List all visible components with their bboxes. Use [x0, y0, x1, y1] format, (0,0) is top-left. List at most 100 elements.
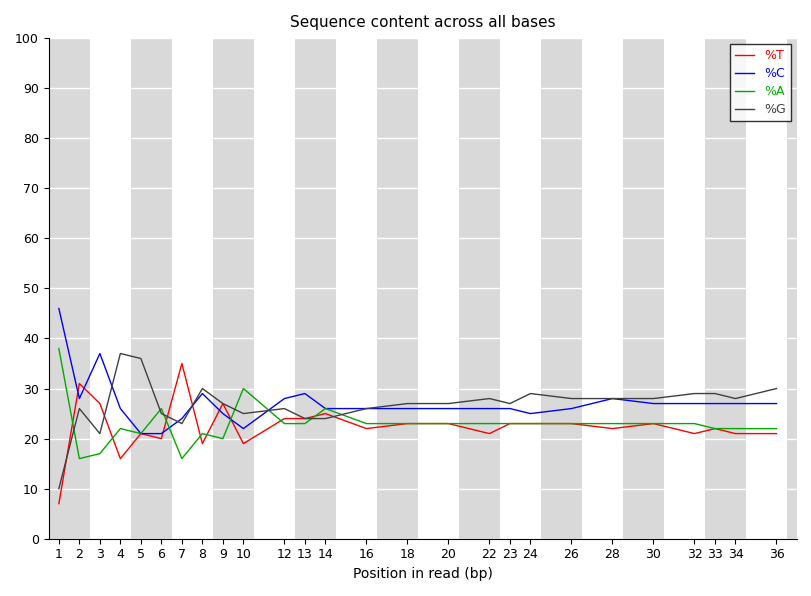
- %C: [135, 430, 145, 437]
- %T: [770, 430, 780, 437]
- %T: [443, 420, 453, 427]
- %A: [402, 420, 412, 427]
- Bar: [253, 38, 294, 539]
- %G: [361, 405, 371, 412]
- %A: [197, 430, 207, 437]
- %T: [299, 415, 309, 422]
- Bar: [417, 38, 458, 539]
- Bar: [49, 38, 89, 539]
- %C: [279, 395, 289, 402]
- %G: [54, 485, 63, 492]
- Line: %C: %C: [58, 309, 775, 434]
- %A: [504, 420, 514, 427]
- %T: [648, 420, 658, 427]
- %G: [402, 400, 412, 407]
- %G: [238, 410, 248, 417]
- %T: [115, 455, 125, 462]
- %T: [75, 380, 84, 387]
- %A: [443, 420, 453, 427]
- %A: [115, 425, 125, 432]
- %G: [135, 355, 145, 362]
- Bar: [540, 38, 581, 539]
- %C: [710, 400, 719, 407]
- %A: [217, 435, 227, 442]
- %G: [689, 390, 698, 397]
- %A: [238, 385, 248, 392]
- %T: [95, 400, 105, 407]
- %C: [197, 390, 207, 397]
- %A: [361, 420, 371, 427]
- %C: [402, 405, 412, 412]
- Bar: [131, 38, 171, 539]
- %A: [648, 420, 658, 427]
- %G: [197, 385, 207, 392]
- Bar: [622, 38, 663, 539]
- %T: [607, 425, 616, 432]
- Title: Sequence content across all bases: Sequence content across all bases: [290, 15, 555, 30]
- %C: [525, 410, 534, 417]
- %A: [484, 420, 494, 427]
- %G: [730, 395, 740, 402]
- %A: [279, 420, 289, 427]
- %C: [238, 425, 248, 432]
- %A: [320, 405, 330, 412]
- %C: [607, 395, 616, 402]
- %A: [54, 345, 63, 352]
- %T: [238, 440, 248, 447]
- %T: [135, 430, 145, 437]
- %A: [135, 430, 145, 437]
- %G: [770, 385, 780, 392]
- %C: [504, 405, 514, 412]
- %G: [299, 415, 309, 422]
- %A: [689, 420, 698, 427]
- Bar: [581, 38, 622, 539]
- %T: [177, 360, 187, 367]
- %A: [525, 420, 534, 427]
- %G: [607, 395, 616, 402]
- Line: %T: %T: [58, 364, 775, 504]
- Bar: [89, 38, 131, 539]
- %G: [566, 395, 576, 402]
- %G: [177, 420, 187, 427]
- %A: [710, 425, 719, 432]
- %C: [484, 405, 494, 412]
- %C: [54, 305, 63, 312]
- %C: [115, 405, 125, 412]
- %G: [217, 400, 227, 407]
- %C: [730, 400, 740, 407]
- %G: [648, 395, 658, 402]
- Legend: %T, %C, %A, %G: %T, %C, %A, %G: [729, 44, 790, 122]
- %T: [320, 410, 330, 417]
- %C: [361, 405, 371, 412]
- %A: [157, 405, 166, 412]
- Bar: [704, 38, 744, 539]
- %C: [689, 400, 698, 407]
- %A: [770, 425, 780, 432]
- %T: [566, 420, 576, 427]
- %A: [566, 420, 576, 427]
- Bar: [212, 38, 253, 539]
- %T: [361, 425, 371, 432]
- %G: [320, 415, 330, 422]
- %C: [648, 400, 658, 407]
- %G: [525, 390, 534, 397]
- %G: [443, 400, 453, 407]
- %T: [730, 430, 740, 437]
- %G: [115, 350, 125, 357]
- %T: [279, 415, 289, 422]
- %A: [177, 455, 187, 462]
- Bar: [744, 38, 786, 539]
- %A: [299, 420, 309, 427]
- %C: [157, 430, 166, 437]
- %T: [504, 420, 514, 427]
- Line: %G: %G: [58, 353, 775, 489]
- %T: [54, 500, 63, 507]
- Bar: [786, 38, 796, 539]
- %G: [279, 405, 289, 412]
- %T: [525, 420, 534, 427]
- %C: [320, 405, 330, 412]
- X-axis label: Position in read (bp): Position in read (bp): [353, 567, 492, 581]
- %T: [484, 430, 494, 437]
- %C: [299, 390, 309, 397]
- %A: [95, 450, 105, 457]
